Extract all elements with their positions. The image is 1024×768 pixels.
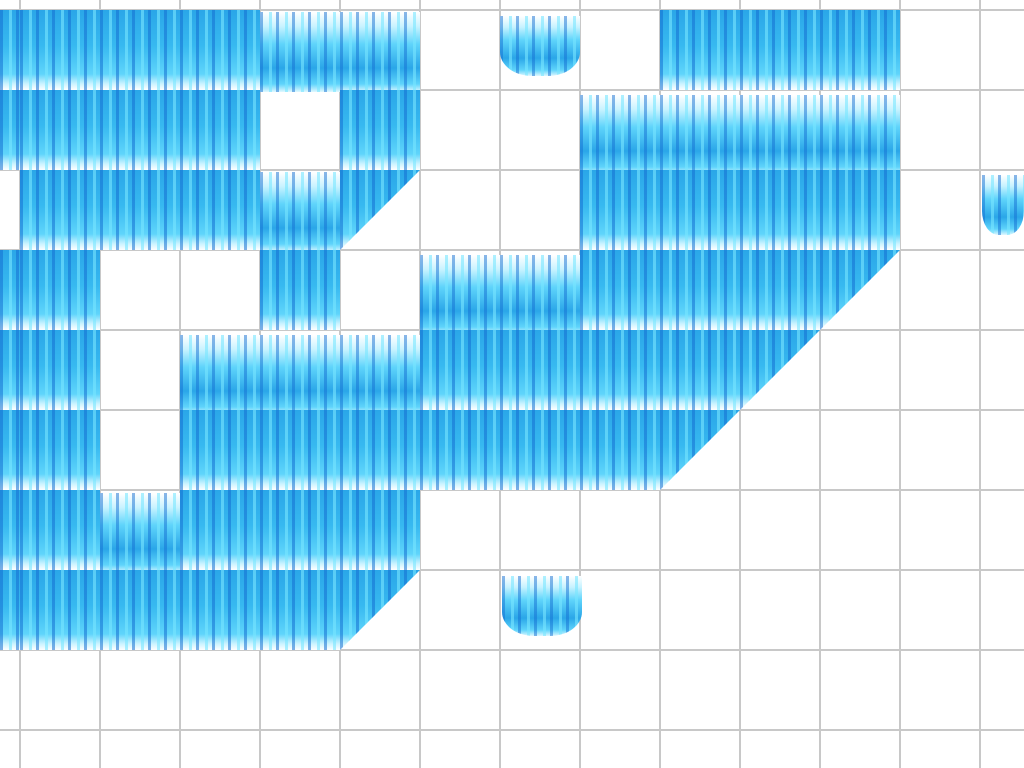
waterfall-tile[interactable] (260, 172, 340, 252)
waterfall-tile[interactable] (20, 10, 100, 90)
waterfall-tile[interactable] (500, 255, 580, 335)
waterfall-tile[interactable] (260, 12, 340, 92)
waterfall-tile[interactable] (500, 16, 580, 76)
waterfall-tile[interactable] (740, 10, 820, 90)
waterfall-tile[interactable] (260, 490, 340, 570)
waterfall-tile[interactable] (100, 170, 180, 250)
waterfall-tile[interactable] (660, 330, 740, 410)
waterfall-tile[interactable] (580, 170, 660, 250)
waterfall-tile[interactable] (340, 410, 420, 490)
waterfall-tile[interactable] (260, 250, 340, 330)
waterfall-tile[interactable] (180, 570, 260, 650)
waterfall-tile[interactable] (660, 250, 740, 330)
waterfall-tile[interactable] (420, 255, 500, 335)
waterfall-tile[interactable] (340, 170, 420, 250)
waterfall-tile[interactable] (500, 410, 580, 490)
waterfall-tile[interactable] (180, 335, 260, 415)
waterfall-tile[interactable] (0, 10, 20, 90)
waterfall-tile[interactable] (820, 10, 900, 90)
waterfall-tile[interactable] (20, 250, 100, 330)
waterfall-tile[interactable] (420, 410, 500, 490)
waterfall-tile[interactable] (260, 335, 340, 415)
waterfall-tile[interactable] (660, 170, 740, 250)
waterfall-tile[interactable] (0, 570, 20, 650)
waterfall-tile[interactable] (660, 410, 740, 490)
waterfall-tile[interactable] (100, 570, 180, 650)
waterfall-tile[interactable] (580, 95, 660, 175)
waterfall-tile[interactable] (180, 490, 260, 570)
waterfall-tile[interactable] (660, 10, 740, 90)
waterfall-tile[interactable] (180, 410, 260, 490)
waterfall-tile[interactable] (20, 170, 100, 250)
waterfall-tile[interactable] (0, 250, 20, 330)
waterfall-tile[interactable] (502, 576, 582, 636)
waterfall-tile[interactable] (580, 330, 660, 410)
waterfall-tile[interactable] (740, 95, 820, 175)
waterfall-tile[interactable] (20, 410, 100, 490)
waterfall-tile[interactable] (260, 570, 340, 650)
waterfall-tile[interactable] (100, 493, 180, 573)
waterfall-tile[interactable] (340, 335, 420, 415)
waterfall-tile[interactable] (740, 330, 820, 410)
waterfall-tile[interactable] (820, 250, 900, 330)
waterfall-tile[interactable] (0, 490, 20, 570)
waterfall-tile[interactable] (100, 10, 180, 90)
waterfall-tile[interactable] (180, 90, 260, 170)
waterfall-tile[interactable] (580, 410, 660, 490)
waterfall-tile[interactable] (982, 175, 1024, 235)
waterfall-tile[interactable] (340, 12, 420, 92)
waterfall-tile[interactable] (820, 95, 900, 175)
waterfall-tile[interactable] (0, 410, 20, 490)
waterfall-tile[interactable] (0, 330, 20, 410)
waterfall-tile[interactable] (660, 95, 740, 175)
waterfall-tile[interactable] (740, 250, 820, 330)
waterfall-tile[interactable] (340, 570, 420, 650)
waterfall-tile[interactable] (260, 410, 340, 490)
waterfall-tile[interactable] (20, 90, 100, 170)
waterfall-tile[interactable] (820, 170, 900, 250)
waterfall-tile[interactable] (100, 90, 180, 170)
waterfall-tile[interactable] (20, 490, 100, 570)
waterfall-tile[interactable] (20, 330, 100, 410)
waterfall-tile[interactable] (20, 570, 100, 650)
waterfall-tile[interactable] (0, 90, 20, 170)
waterfall-tile[interactable] (580, 250, 660, 330)
waterfall-tile[interactable] (500, 330, 580, 410)
waterfall-tile[interactable] (180, 170, 260, 250)
waterfall-tile[interactable] (340, 490, 420, 570)
waterfall-tile[interactable] (340, 90, 420, 170)
waterfall-tile[interactable] (420, 330, 500, 410)
waterfall-tile[interactable] (740, 170, 820, 250)
waterfall-tile[interactable] (180, 10, 260, 90)
